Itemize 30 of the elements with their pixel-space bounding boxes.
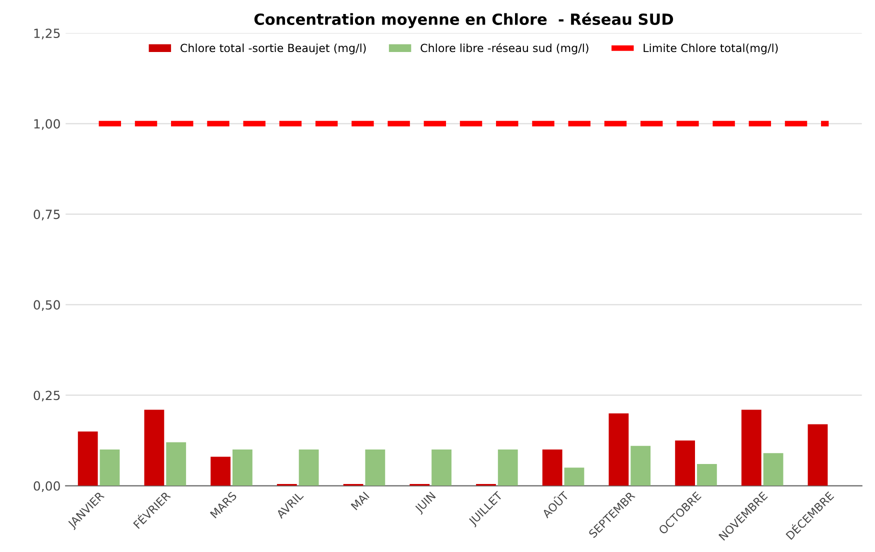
bar [675, 440, 695, 486]
bar [144, 410, 164, 486]
y-tick-label: 0,75 [34, 210, 60, 220]
bar [696, 464, 717, 486]
legend-label: Chlore libre -réseau sud (mg/l) [420, 43, 588, 54]
legend-label: Chlore total -sortie Beaujet (mg/l) [180, 44, 366, 54]
chart-title: Concentration moyenne en Chlore - Réseau SUD [254, 12, 674, 28]
x-tick-label: MAI [350, 492, 370, 510]
bar [498, 450, 518, 486]
bar [232, 450, 252, 486]
bar [542, 450, 562, 486]
bar [808, 424, 828, 486]
bar [100, 450, 120, 486]
bar [365, 450, 386, 486]
y-tick-label: 1,00 [34, 119, 60, 130]
bar [630, 446, 651, 486]
bar [763, 453, 784, 486]
bar [608, 413, 629, 486]
y-tick-label: 0,00 [34, 481, 60, 492]
bar [78, 431, 98, 486]
y-tick-label: 0,50 [34, 300, 60, 311]
y-tick-label: 1,25 [34, 28, 60, 40]
y-tick-label: 0,25 [34, 390, 60, 402]
bar [298, 450, 319, 486]
bar [166, 442, 186, 486]
bar [564, 468, 584, 486]
bar [210, 456, 231, 486]
bar [432, 450, 452, 486]
legend-label: Limite Chlore total(mg/l) [644, 44, 778, 54]
bar [741, 410, 762, 486]
